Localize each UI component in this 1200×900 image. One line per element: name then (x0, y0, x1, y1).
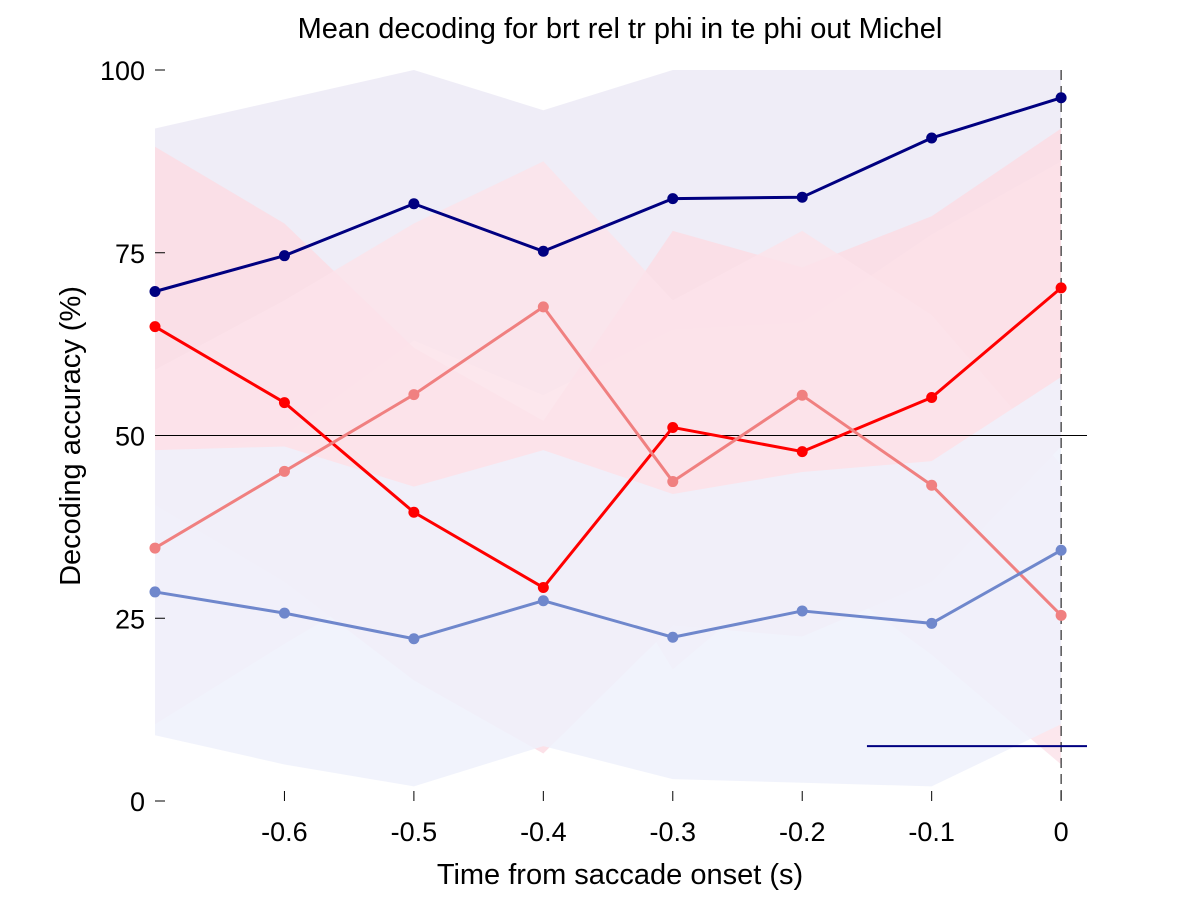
confidence-band-3 (155, 161, 1062, 765)
axes: 0 25 50 75 100 -0.6 -0.5 -0.4 -0.3 -0.2 -0.1 0 (100, 56, 1069, 847)
data-point-s1-3 (408, 198, 420, 210)
x-axis-label: Time from saccade onset (s) (437, 859, 803, 891)
y-tick-label-100: 100 (100, 56, 145, 86)
data-point-s2-5 (667, 421, 679, 433)
x-tick-label-6: 0 (1054, 817, 1069, 847)
data-point-s1-8 (1055, 92, 1067, 104)
series-line-4 (154, 548, 1062, 641)
y-tick-label-50: 50 (115, 422, 145, 452)
y-tick-label-25: 25 (115, 604, 145, 634)
data-point-s2-3 (408, 506, 420, 518)
data-point-s4-8 (1055, 544, 1067, 556)
data-point-s1-7 (926, 132, 938, 144)
series-line-1 (154, 96, 1062, 293)
data-point-s2-7 (926, 391, 938, 403)
data-point-s3-8 (1055, 609, 1067, 621)
x-tick-label-0: -0.6 (261, 817, 308, 847)
reference-lines (155, 70, 1087, 801)
x-tick-label-4: -0.2 (779, 817, 826, 847)
data-point-s3-7 (926, 479, 938, 491)
y-axis-label: Decoding accuracy (%) (55, 286, 87, 586)
data-point-s2-6 (796, 446, 808, 458)
data-point-s3-4 (537, 301, 549, 313)
series-line-3 (154, 305, 1063, 617)
data-point-s4-5 (667, 631, 679, 643)
y-tick-label-75: 75 (115, 239, 145, 269)
data-point-s2-8 (1055, 282, 1067, 294)
confidence-band-4 (155, 377, 1062, 787)
data-point-s1-1 (149, 285, 161, 297)
series-lines (149, 92, 1067, 645)
data-point-s4-3 (408, 633, 420, 645)
y-tick-label-0: 0 (130, 787, 145, 817)
data-point-s2-2 (278, 397, 290, 409)
data-point-s3-1 (149, 542, 161, 554)
data-point-s4-7 (926, 617, 938, 629)
x-tick-label-3: -0.3 (650, 817, 697, 847)
x-tick-label-2: -0.4 (520, 817, 567, 847)
data-point-s3-6 (796, 389, 808, 401)
x-tick-label-1: -0.5 (391, 817, 438, 847)
data-point-s4-2 (278, 607, 290, 619)
confidence-bands (155, 70, 1062, 787)
data-point-s1-2 (278, 250, 290, 262)
data-point-s1-6 (796, 191, 808, 203)
chart-title: Mean decoding for brt rel tr phi in te p… (298, 13, 943, 45)
data-point-s2-1 (149, 321, 161, 333)
data-point-s3-5 (667, 476, 679, 488)
data-point-s3-2 (278, 465, 290, 477)
data-point-s1-5 (667, 193, 679, 205)
series-line-2 (154, 286, 1063, 590)
data-point-s4-6 (796, 605, 808, 617)
data-point-s3-3 (408, 389, 420, 401)
data-point-s4-1 (149, 586, 161, 598)
data-point-s2-4 (537, 582, 549, 594)
x-tick-label-5: -0.1 (908, 817, 955, 847)
data-point-s1-4 (537, 245, 549, 257)
data-point-s4-4 (537, 595, 549, 607)
